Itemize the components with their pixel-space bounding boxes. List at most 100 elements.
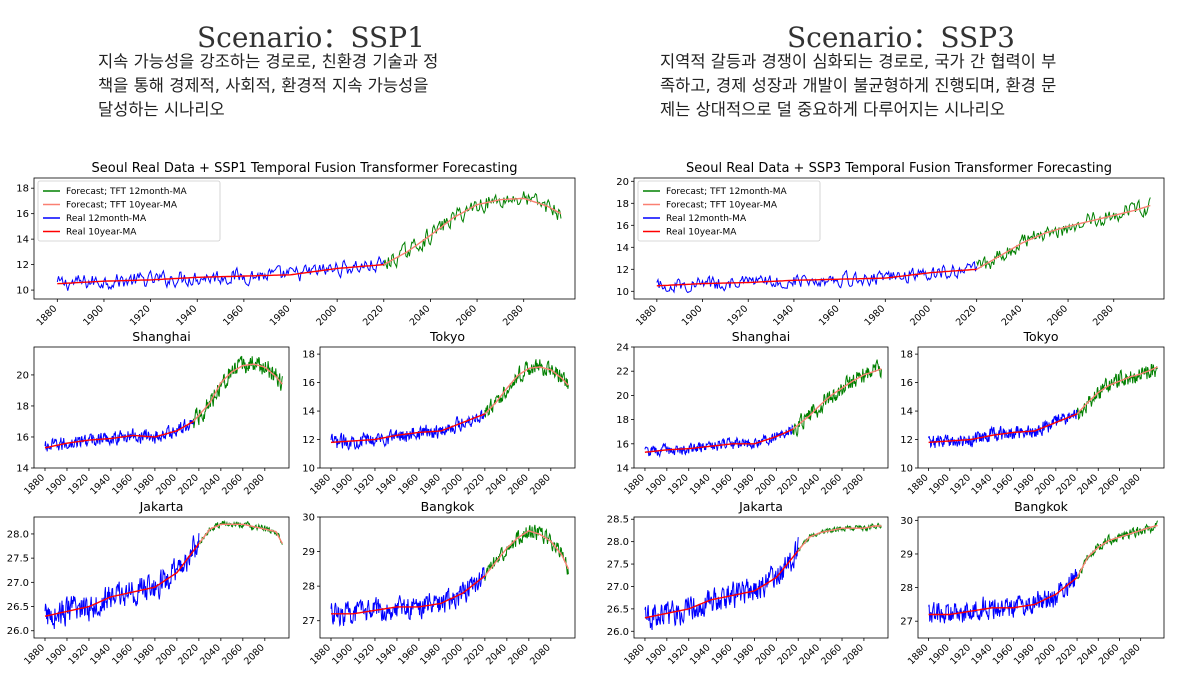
forecast-10year-line: [484, 530, 570, 577]
plot-frame: [33, 177, 576, 300]
forecast-10year-line: [792, 368, 882, 430]
forecast-10year-line: [484, 366, 569, 415]
y-tick-label: 12: [900, 435, 913, 446]
y-tick-label: 14: [302, 407, 315, 418]
y-tick-label: 16: [616, 439, 629, 450]
y-tick-label: 14: [616, 464, 629, 475]
chart-title: Seoul Real Data + SSP3 Temporal Fusion T…: [686, 161, 1112, 176]
legend-entry: Forecast; TFT 10year-MA: [666, 201, 778, 211]
y-tick-label: 28: [900, 583, 913, 594]
real-10year-line: [330, 413, 486, 444]
plot-frame: [319, 516, 576, 639]
ssp1-scenario-title: Scenario：SSP1: [197, 21, 425, 54]
y-tick-label: 14: [16, 235, 29, 246]
chart-title: Tokyo: [429, 329, 465, 344]
y-tick-label: 30: [302, 513, 315, 524]
ssp3-scenario-description: 지역적 갈등과 경쟁이 심화되는 경로로, 국가 간 협력이 부 족하고, 경제…: [660, 50, 1056, 122]
forecast-12month-line: [792, 359, 882, 438]
y-tick-label: 18: [616, 199, 629, 210]
chart-title: Bangkok: [421, 499, 476, 514]
real-10year-line: [44, 543, 200, 617]
x-tick-label: 2020: [1054, 642, 1079, 667]
plot-frame: [917, 516, 1165, 639]
y-tick-label: 27.5: [607, 560, 629, 571]
forecast-10year-line: [383, 197, 562, 266]
real-10year-line: [331, 575, 486, 615]
plot-frame: [33, 346, 290, 469]
y-tick-label: 18: [16, 184, 29, 195]
legend-entry: Real 12month-MA: [66, 214, 147, 224]
real-10year-line: [656, 268, 977, 287]
real-10year-line: [644, 550, 799, 619]
y-tick-label: 26.0: [7, 626, 29, 637]
forecast-10year-line: [797, 525, 882, 552]
real-10year-line: [928, 576, 1078, 616]
y-tick-label: 27: [900, 617, 913, 628]
y-tick-label: 29: [302, 547, 315, 558]
y-tick-label: 20: [16, 370, 29, 381]
y-tick-label: 27.0: [7, 578, 29, 589]
ssp1-description-line: 책을 통해 경제적, 사회적, 환경적 지속 가능성을: [98, 76, 429, 95]
real-12month-line: [644, 423, 794, 459]
x-tick-label: 1880: [906, 642, 931, 667]
forecast-12month-line: [383, 191, 562, 270]
plot-frame: [33, 516, 290, 639]
y-tick-label: 10: [900, 464, 913, 475]
legend-entry: Real 10year-MA: [66, 228, 137, 238]
x-tick-label: 2000: [1033, 642, 1058, 667]
real-12month-line: [928, 568, 1078, 624]
chart-title: Shanghai: [132, 329, 190, 344]
plot-frame: [633, 346, 889, 469]
y-tick-label: 20: [616, 177, 629, 188]
ssp1-description-line: 달성하는 시나리오: [98, 100, 225, 119]
y-tick-label: 24: [616, 343, 629, 354]
real-10year-line: [644, 428, 794, 453]
plot-frame: [633, 516, 889, 639]
forecast-10year-line: [192, 363, 283, 422]
y-tick-label: 28: [302, 582, 315, 593]
legend-entry: Forecast; TFT 12month-MA: [66, 187, 188, 197]
y-tick-label: 27.5: [7, 554, 29, 565]
y-tick-label: 16: [16, 209, 29, 220]
chart-title: Seoul Real Data + SSP1 Temporal Fusion T…: [92, 161, 518, 176]
y-tick-label: 26.0: [607, 627, 629, 638]
ssp1-description-line: 지속 가능성을 강조하는 경로로, 친환경 기술과 정: [98, 52, 439, 71]
y-tick-label: 28.0: [7, 529, 29, 540]
real-10year-line: [928, 413, 1078, 444]
real-12month-line: [44, 419, 194, 452]
y-tick-label: 27.0: [607, 582, 629, 593]
y-tick-label: 16: [900, 378, 913, 389]
plot-frame: [917, 346, 1165, 469]
chart-title: Jakarta: [738, 499, 783, 514]
chart-title: Shanghai: [732, 329, 790, 344]
x-tick-label: 2040: [1075, 642, 1100, 667]
y-tick-label: 10: [616, 287, 629, 298]
x-tick-label: 1940: [969, 642, 994, 667]
legend-entry: Real 12month-MA: [666, 214, 747, 224]
chart-title: Jakarta: [139, 499, 184, 514]
x-tick-label: 2060: [1097, 642, 1122, 667]
forecast-10year-line: [198, 523, 284, 545]
ssp3-description-line: 제는 상대적으로 덜 중요하게 다루어지는 시나리오: [660, 100, 1006, 119]
y-tick-label: 26.5: [7, 602, 29, 613]
forecast-12month-line: [1076, 363, 1158, 421]
y-tick-label: 22: [616, 367, 629, 378]
y-tick-label: 27: [302, 616, 315, 627]
ssp3-scenario-title: Scenario：SSP3: [787, 21, 1015, 54]
y-tick-label: 14: [16, 464, 29, 475]
legend-entry: Forecast; TFT 12month-MA: [666, 187, 788, 197]
real-12month-line: [330, 567, 486, 627]
y-tick-label: 10: [302, 464, 315, 475]
forecast-10year-line: [976, 204, 1151, 270]
y-tick-label: 14: [616, 243, 629, 254]
forecast-12month-line: [797, 522, 882, 552]
